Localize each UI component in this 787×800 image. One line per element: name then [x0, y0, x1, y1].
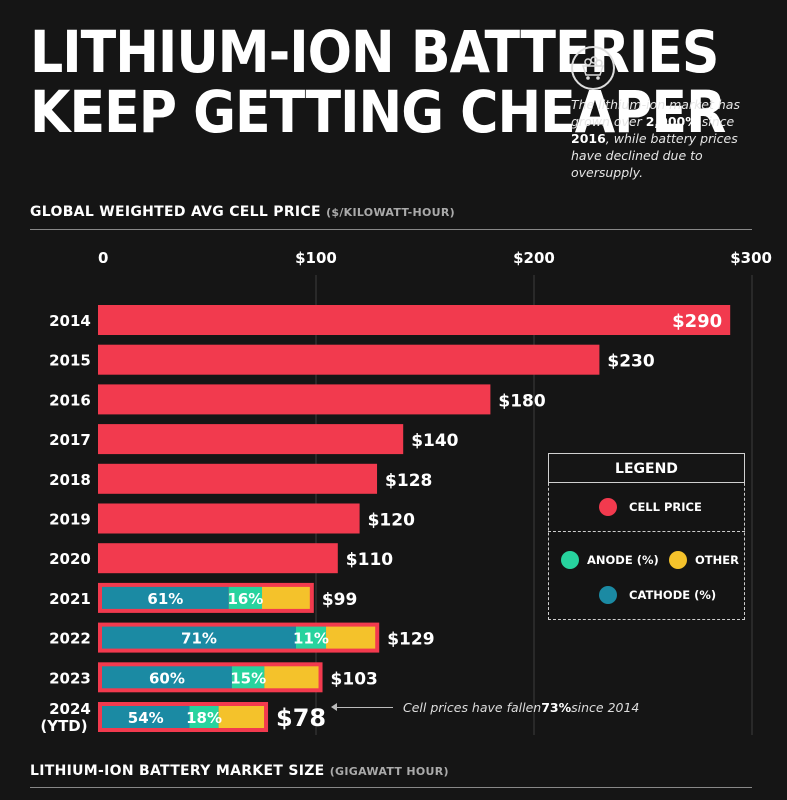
annotation: Cell prices have fallen 73% since 2014 — [331, 700, 639, 715]
cathode-segment — [102, 706, 190, 728]
year-label: 2023 — [49, 669, 91, 687]
anode-segment — [231, 666, 265, 689]
divider-bottom — [30, 787, 752, 788]
tick-label: $300 — [730, 249, 772, 267]
price-bar — [98, 463, 378, 494]
price-bar — [98, 503, 360, 534]
anode-label: 11% — [293, 630, 329, 648]
price-bar — [98, 305, 731, 335]
tick-label: $100 — [295, 249, 337, 267]
legend: LEGEND CELL PRICE ANODE (%) OTHER CATHOD… — [548, 453, 745, 620]
year-label: 2018 — [49, 471, 91, 489]
divider — [30, 229, 752, 230]
cathode-label: 71% — [181, 630, 217, 648]
cathode-label: 61% — [147, 590, 183, 608]
year-label: 2014 — [49, 312, 91, 330]
anode-segment — [189, 706, 219, 728]
cathode-segment — [102, 666, 232, 689]
year-label-suffix: (YTD) — [40, 717, 87, 735]
cell-price-swatch — [599, 498, 617, 516]
value-label: $78 — [276, 704, 326, 732]
legend-other: OTHER — [669, 551, 739, 569]
anode-label: 15% — [230, 669, 266, 687]
year-label: 2019 — [49, 511, 91, 529]
cathode-label: 60% — [149, 669, 185, 687]
value-label: $129 — [387, 630, 434, 650]
anode-swatch — [561, 551, 579, 569]
year-label: 2020 — [49, 550, 91, 568]
subtitle: The lithium-ion market has grown over 2,… — [571, 97, 740, 180]
other-swatch — [669, 551, 687, 569]
anode-label: 16% — [227, 590, 263, 608]
arrow-left-icon — [331, 703, 393, 711]
value-label: $140 — [411, 431, 458, 451]
year-label: 2017 — [49, 431, 91, 449]
value-label: $230 — [607, 352, 654, 372]
anode-segment — [228, 586, 263, 609]
cathode-segment — [102, 626, 296, 649]
value-label: $103 — [331, 669, 378, 689]
price-bar-chart: 0 $100 $200 $300 2014 $290 2015 $230 2016 $180 201… — [40, 249, 772, 735]
value-label: $290 — [672, 311, 722, 332]
price-bar — [98, 344, 600, 375]
anode-segment — [295, 626, 327, 649]
chart-unit: ($/KILOWATT-HOUR) — [326, 206, 455, 219]
battery-cart-icon — [571, 46, 615, 90]
year-label: 2022 — [49, 630, 91, 648]
value-label: $120 — [368, 511, 415, 531]
cathode-swatch — [599, 586, 617, 604]
cathode-label: 54% — [128, 709, 164, 727]
legend-cell-price: CELL PRICE — [599, 498, 702, 516]
value-label: $110 — [346, 550, 393, 570]
value-label: $128 — [385, 471, 432, 491]
anode-label: 18% — [186, 709, 222, 727]
other-segment — [264, 666, 319, 689]
legend-title: LEGEND — [548, 453, 745, 483]
tick-label: 0 — [98, 249, 108, 267]
other-segment — [326, 626, 376, 649]
price-bar — [98, 543, 338, 574]
market-size-title: LITHIUM-ION BATTERY MARKET SIZE (GIGAWAT… — [30, 763, 449, 779]
year-label: 2016 — [49, 391, 91, 409]
legend-anode: ANODE (%) — [561, 551, 659, 569]
value-label: $180 — [498, 391, 545, 411]
year-label: 2024 — [49, 700, 91, 718]
year-label: 2021 — [49, 590, 91, 608]
price-bar — [98, 424, 404, 455]
year-label: 2015 — [49, 352, 91, 370]
title-line-1: LITHIUM-ION BATTERIES — [30, 18, 720, 86]
value-label: $99 — [322, 590, 358, 610]
cathode-segment — [102, 586, 229, 609]
other-segment — [262, 586, 310, 609]
other-segment — [218, 706, 265, 728]
chart-title: GLOBAL WEIGHTED AVG CELL PRICE ($/KILOWA… — [30, 204, 455, 220]
title-line-2: KEEP GETTING CHEAPER — [30, 78, 726, 146]
tick-label: $200 — [513, 249, 555, 267]
market-size-unit: (GIGAWATT HOUR) — [329, 765, 449, 778]
legend-cathode: CATHODE (%) — [599, 586, 716, 604]
price-bar — [98, 384, 491, 415]
